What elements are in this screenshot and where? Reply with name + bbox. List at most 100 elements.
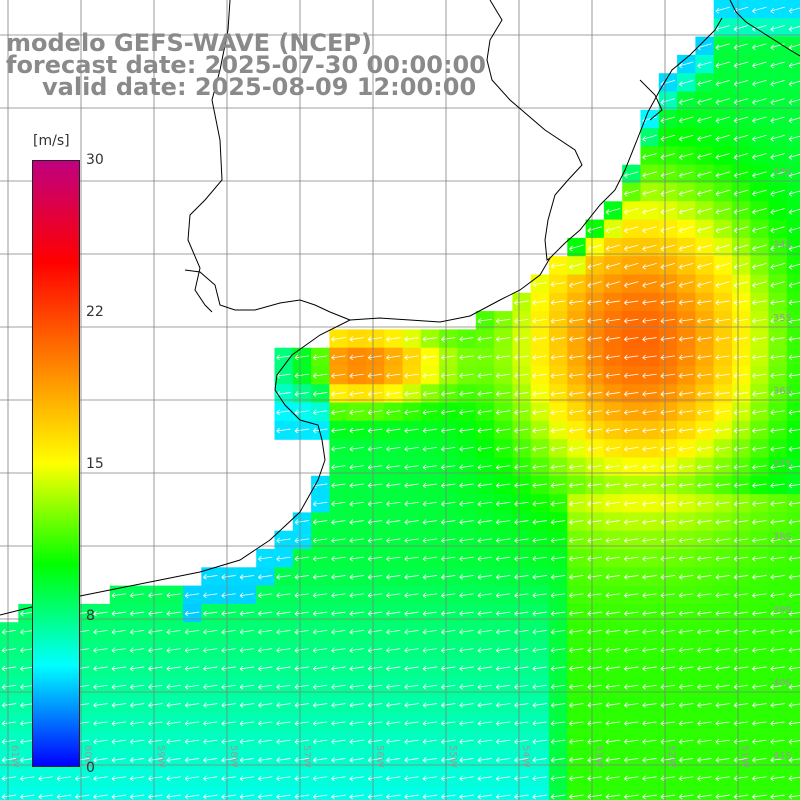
wind-arrow — [532, 500, 547, 507]
wind-arrow — [532, 738, 547, 745]
wind-arrow — [1, 702, 17, 708]
wind-arrow — [312, 537, 328, 544]
wind-arrow — [20, 793, 35, 800]
wind-arrow — [111, 683, 127, 690]
wind-speed-cell — [786, 128, 800, 147]
wind-arrow — [624, 464, 639, 470]
wind-arrow — [733, 354, 749, 361]
wind-arrow — [441, 702, 456, 708]
wind-arrow — [788, 208, 800, 215]
wind-arrow — [642, 519, 657, 525]
wind-arrow — [715, 647, 730, 653]
wind-arrow — [477, 409, 493, 416]
wind-arrow — [605, 683, 621, 690]
wind-arrow — [422, 409, 438, 416]
wind-arrow — [386, 427, 401, 434]
wind-arrow — [642, 171, 657, 179]
wind-arrow — [294, 720, 310, 727]
wind-arrow — [495, 629, 511, 635]
wind-arrow — [752, 537, 767, 544]
wind-arrow — [367, 775, 383, 782]
wind-arrow — [532, 391, 547, 397]
wind-arrow — [660, 683, 676, 690]
wind-arrow — [678, 391, 694, 397]
wind-arrow — [477, 336, 493, 342]
wind-arrow — [441, 391, 456, 397]
wind-arrow — [459, 775, 474, 782]
wind-arrow — [514, 317, 529, 324]
wind-arrow — [752, 43, 767, 51]
wind-arrow — [715, 134, 730, 142]
wind-arrow — [239, 720, 255, 727]
wind-arrow — [550, 537, 566, 544]
wind-arrow — [642, 775, 657, 782]
wind-arrow — [770, 43, 785, 51]
wind-arrow — [660, 775, 676, 782]
wind-arrow — [532, 720, 547, 727]
wind-arrow — [367, 354, 383, 361]
wind-arrow — [404, 665, 419, 672]
wind-arrow — [129, 702, 145, 708]
wind-arrow — [697, 226, 712, 234]
wind-arrow — [752, 61, 767, 69]
wind-arrow — [752, 317, 767, 324]
wind-arrow — [733, 683, 749, 690]
wind-arrow — [514, 391, 529, 397]
wind-arrow — [441, 647, 456, 653]
wind-arrow — [221, 574, 236, 580]
wind-arrow — [569, 793, 584, 800]
wind-arrow — [422, 702, 438, 708]
wind-arrow — [752, 427, 767, 434]
wind-arrow — [733, 336, 749, 342]
wind-arrow — [166, 793, 181, 800]
wind-arrow — [788, 336, 800, 342]
wind-arrow — [624, 299, 639, 306]
wind-arrow — [770, 757, 785, 763]
wind-arrow — [459, 482, 474, 489]
wind-arrow — [294, 665, 310, 672]
wind-arrow — [642, 226, 657, 234]
wind-arrow — [550, 738, 566, 745]
wind-arrow — [148, 775, 163, 782]
wind-arrow — [148, 720, 163, 727]
wind-arrow — [678, 409, 694, 416]
wind-arrow — [459, 519, 474, 525]
wind-arrow — [349, 702, 364, 708]
wind-arrow — [715, 775, 730, 782]
wind-arrow — [111, 757, 127, 763]
wind-arrow — [678, 610, 694, 617]
wind-arrow — [605, 208, 621, 215]
wind-speed-cell — [439, 786, 459, 800]
wind-arrow — [752, 372, 767, 379]
wind-arrow — [312, 409, 328, 416]
wind-arrow — [715, 299, 730, 306]
wind-arrow — [166, 592, 181, 599]
wind-arrow — [459, 738, 474, 745]
wind-arrow — [660, 610, 676, 617]
wind-arrow — [331, 610, 346, 617]
coastline — [0, 17, 723, 616]
wind-arrow — [422, 574, 438, 580]
wind-arrow — [678, 226, 694, 234]
wind-arrow — [495, 317, 511, 324]
latitude-label: 34S — [773, 240, 792, 251]
wind-arrow — [678, 592, 694, 599]
wind-arrow — [752, 171, 767, 179]
wind-arrow — [367, 537, 383, 544]
wind-arrow — [514, 446, 529, 452]
wind-arrow — [404, 519, 419, 525]
wind-arrow — [770, 720, 785, 727]
wind-arrow — [294, 757, 310, 763]
wind-speed-cell — [36, 786, 56, 800]
wind-arrow — [569, 317, 584, 324]
wind-arrow — [678, 372, 694, 379]
wind-arrow — [587, 281, 602, 288]
wind-arrow — [788, 354, 800, 361]
latitude-label: 33S — [773, 167, 792, 178]
wind-arrow — [422, 647, 438, 653]
wind-arrow — [642, 391, 657, 397]
wind-arrow — [587, 610, 602, 617]
wind-arrow — [770, 79, 785, 87]
wind-arrow — [184, 647, 200, 653]
longitude-label: 51W — [739, 745, 750, 768]
